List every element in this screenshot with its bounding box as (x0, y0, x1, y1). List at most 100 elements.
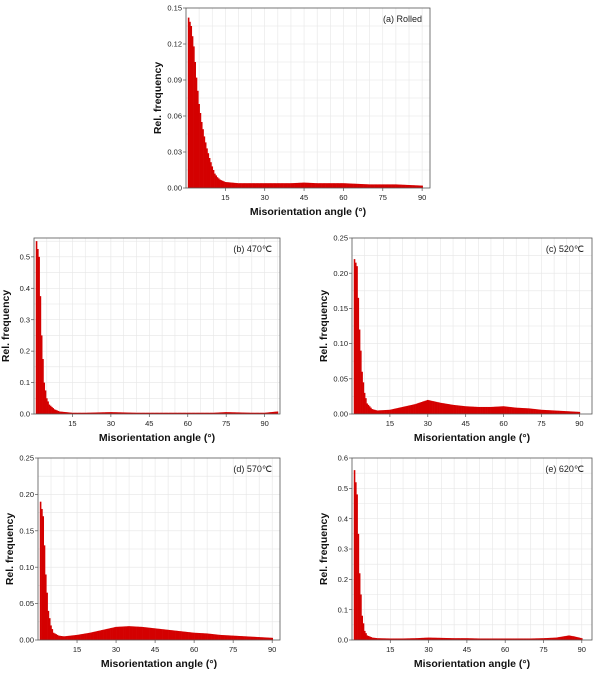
histogram-bar (211, 166, 214, 188)
histogram-bar (370, 184, 372, 188)
histogram-bar (530, 408, 533, 414)
histogram-bar (216, 412, 219, 414)
histogram-bar (573, 411, 576, 414)
histogram-bar (346, 183, 349, 188)
histogram-bar (452, 638, 454, 640)
histogram-bar (495, 406, 497, 414)
histogram-bar (347, 183, 350, 188)
histogram-bar (356, 266, 358, 414)
histogram-bar (263, 637, 266, 640)
histogram-bar (399, 638, 402, 640)
histogram-bar (81, 412, 84, 414)
histogram-bar (215, 175, 217, 188)
histogram-bar (309, 182, 312, 188)
histogram-bar (454, 405, 457, 414)
histogram-bar (225, 182, 228, 188)
histogram-bar (468, 406, 471, 414)
histogram-bar (212, 634, 215, 640)
histogram-bar (391, 409, 394, 414)
histogram-bar (249, 183, 252, 188)
histogram-bar (441, 637, 444, 640)
histogram-bar (182, 631, 185, 640)
histogram-bar (519, 407, 521, 414)
histogram-bar (489, 638, 491, 640)
histogram-bar (438, 637, 440, 640)
histogram-bar (358, 329, 361, 414)
histogram-bar (571, 411, 573, 414)
histogram-bar (416, 638, 418, 640)
histogram-bar (569, 411, 572, 414)
histogram-bar (136, 626, 138, 640)
histogram-bar (152, 628, 155, 640)
histogram-bar (206, 412, 208, 414)
histogram-bar (202, 412, 204, 414)
histogram-bar (512, 638, 514, 640)
histogram-bar (256, 183, 258, 188)
histogram-bar (74, 412, 76, 414)
histogram-bar (166, 629, 168, 640)
panel-title: (e) 620℃ (545, 464, 584, 474)
histogram-bar (121, 626, 124, 640)
histogram-bar (226, 412, 229, 414)
histogram-bar (527, 638, 529, 640)
histogram-bar (133, 412, 135, 414)
histogram-bar (158, 412, 161, 414)
histogram-bar (195, 632, 198, 640)
histogram-bar (482, 406, 485, 414)
histogram-bar (501, 638, 504, 640)
histogram-bar (221, 635, 224, 640)
histogram-bar (423, 401, 425, 414)
histogram-bar (332, 183, 334, 188)
histogram-bar (355, 482, 357, 640)
histogram-bar (108, 412, 111, 414)
histogram-bar (402, 638, 404, 640)
y-tick-label: 0.20 (19, 490, 34, 499)
x-tick-label: 60 (339, 193, 347, 202)
histogram-bar (554, 410, 557, 414)
histogram-bar (210, 412, 212, 414)
histogram-bar (227, 635, 229, 640)
histogram-bar (232, 635, 234, 640)
histogram-bar (382, 410, 385, 414)
histogram-bar (406, 184, 409, 188)
histogram-bar (296, 182, 299, 188)
y-tick-label: 0.4 (20, 284, 30, 293)
histogram-bar (575, 636, 578, 640)
histogram-bar (197, 412, 199, 414)
histogram-bar (253, 412, 256, 414)
histogram-bar (94, 631, 97, 640)
histogram-bar (150, 627, 152, 640)
histogram-bar (185, 631, 188, 640)
histogram-bar (355, 183, 358, 188)
histogram-bar (126, 412, 129, 414)
histogram-bar (175, 412, 178, 414)
histogram-bar (54, 633, 56, 640)
histogram-bar (416, 403, 419, 414)
histogram-bar (493, 406, 496, 414)
histogram-bar (491, 406, 493, 414)
histogram-bar (145, 627, 147, 640)
histogram-bar (220, 634, 223, 640)
histogram-bar (457, 638, 459, 640)
x-tick-label: 30 (107, 419, 115, 428)
x-tick-label: 60 (184, 419, 192, 428)
histogram-bar (237, 183, 240, 188)
x-tick-label: 45 (145, 419, 153, 428)
histogram-bar (253, 636, 255, 640)
histogram-bar (292, 183, 295, 188)
histogram-bar (117, 412, 120, 414)
histogram-bar (545, 410, 548, 414)
histogram-bar (420, 185, 422, 188)
plot-area (34, 238, 280, 414)
histogram-bar (211, 634, 214, 640)
histogram-bar (258, 412, 261, 414)
x-tick-label: 75 (537, 419, 545, 428)
y-tick-label: 0.10 (19, 563, 34, 572)
histogram-bar (444, 403, 447, 414)
histogram-bar (229, 412, 231, 414)
histogram-bar (46, 398, 48, 414)
histogram-bar (560, 410, 563, 414)
histogram-bar (324, 183, 326, 188)
histogram-bar (351, 183, 354, 188)
histogram-bar (495, 638, 498, 640)
